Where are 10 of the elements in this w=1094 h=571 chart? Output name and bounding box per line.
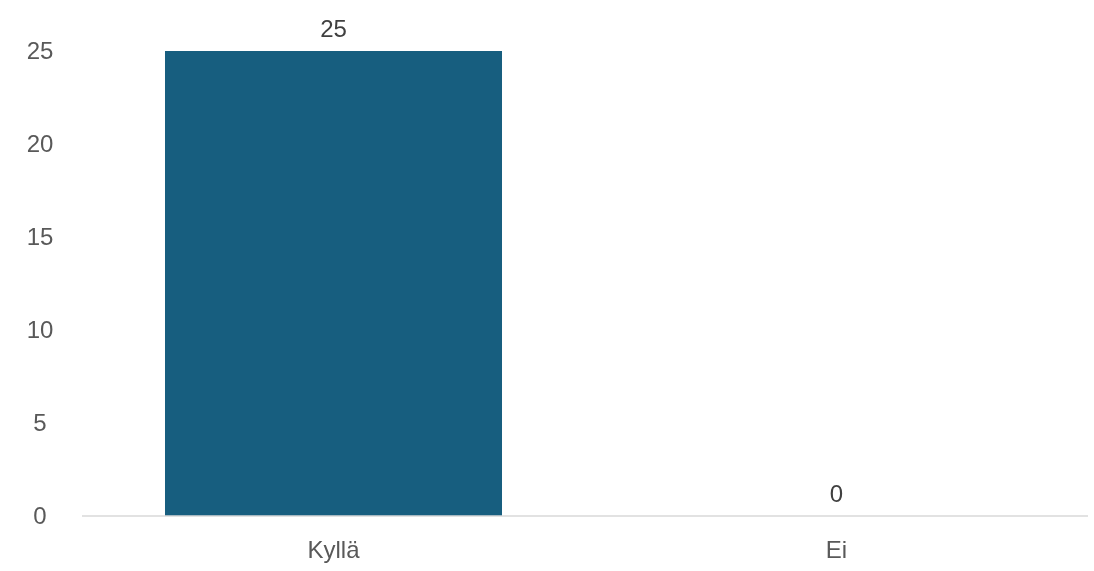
data-label: 25 [320,15,347,42]
x-tick-label: Kyllä [307,536,361,563]
y-tick-label: 15 [26,223,54,251]
y-tick-label: 10 [26,316,54,344]
y-tick-label: 5 [33,409,47,437]
y-tick-label: 20 [26,130,54,158]
data-label: 0 [829,480,844,507]
x-tick-label: Ei [825,536,848,563]
y-tick-label: 25 [26,37,54,65]
y-tick-label: 0 [33,502,47,530]
